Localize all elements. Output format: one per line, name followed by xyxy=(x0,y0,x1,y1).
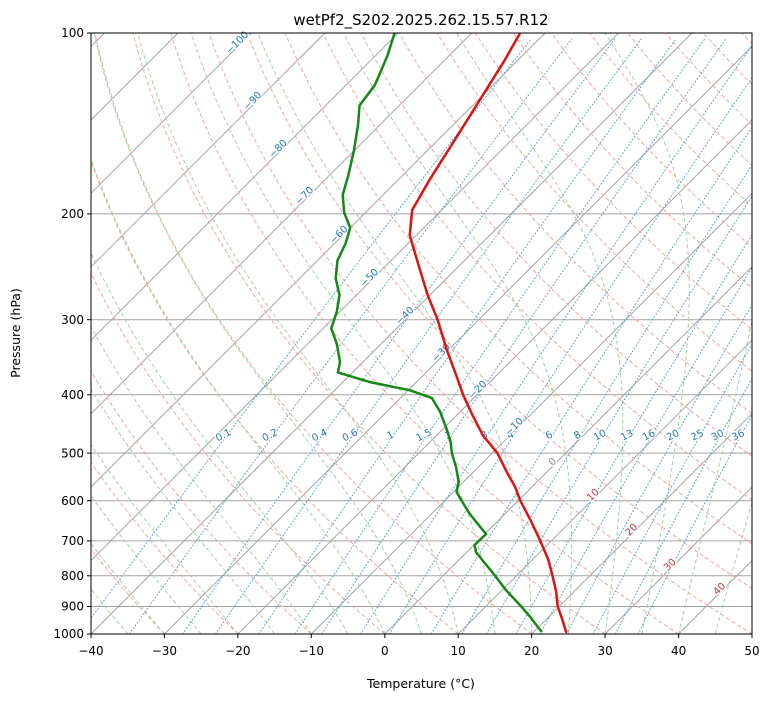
mixing-ratio-label: 8 xyxy=(572,429,583,442)
mixing-ratio-label: 0.1 xyxy=(214,427,233,444)
x-tick-label: 40 xyxy=(671,644,686,658)
y-tick-label: 1000 xyxy=(53,627,84,641)
isotherm-label: −80 xyxy=(267,138,290,161)
dewpoint-curve xyxy=(330,33,543,633)
y-tick-label: 400 xyxy=(61,388,84,402)
isotherm-label: −90 xyxy=(242,90,265,113)
pressure-gridlines-group xyxy=(91,33,752,634)
mixing-ratio-label: 0.4 xyxy=(310,427,329,444)
axes-layer: −40 −30 −20 −10 0 10 20 30 40 5010020030040050060… xyxy=(53,26,759,658)
y-tick-label: 800 xyxy=(61,569,84,583)
y-tick-label: 500 xyxy=(61,446,84,460)
mixing-ratio-label: 16 xyxy=(641,428,657,444)
line-labels-layer: 0.1 0.2 0.4 0.6 1 1.5 2 3 4 6 8 10 13 16 20 25 30 36−100−… xyxy=(213,28,748,599)
isotherm-label: −20 xyxy=(467,379,490,402)
mixing-ratio-label: 6 xyxy=(544,429,555,442)
isotherm-label: −40 xyxy=(394,305,417,328)
mixing-ratio-label: 20 xyxy=(665,428,681,444)
isotherm-label: 30 xyxy=(662,557,679,574)
isotherm-label: −70 xyxy=(294,185,317,208)
x-tick-label: −20 xyxy=(225,644,250,658)
x-tick-label: −40 xyxy=(78,644,103,658)
isotherm-label: 0 xyxy=(547,456,559,468)
x-axis-label: Temperature (°C) xyxy=(366,676,475,691)
temperature-curve xyxy=(408,33,568,634)
moist-adiabats-group xyxy=(91,33,752,634)
background-lines-layer xyxy=(91,33,752,634)
isotherm-lines-group xyxy=(91,33,752,634)
mixing-ratio-label: 10 xyxy=(592,428,608,444)
y-axis-ticks: 100 200 300 400 500 600 700 800 900 1000 xyxy=(53,26,91,641)
x-tick-label: 20 xyxy=(524,644,539,658)
chart-title: wetPf2_S202.2025.262.15.57.R12 xyxy=(293,11,548,30)
x-tick-label: −10 xyxy=(299,644,324,658)
y-tick-label: 900 xyxy=(61,600,84,614)
dry-adiabats-group xyxy=(91,33,752,634)
isotherm-label: −100 xyxy=(224,30,251,57)
x-axis-ticks: −40 −30 −20 −10 0 10 20 30 40 50 xyxy=(78,634,760,658)
y-tick-label: 600 xyxy=(61,494,84,508)
x-tick-label: 50 xyxy=(744,644,759,658)
y-tick-label: 300 xyxy=(61,313,84,327)
y-axis-label: Pressure (hPa) xyxy=(8,288,23,378)
isotherm-label: 20 xyxy=(624,522,641,539)
x-tick-label: 30 xyxy=(597,644,612,658)
mixing-ratio-label: 30 xyxy=(710,428,726,444)
sounding-profiles-layer xyxy=(330,33,568,634)
isotherm-label: −50 xyxy=(358,267,381,290)
mixing-ratio-label: 36 xyxy=(730,428,746,444)
x-tick-label: 10 xyxy=(451,644,466,658)
y-tick-label: 700 xyxy=(61,534,84,548)
x-tick-label: 0 xyxy=(381,644,389,658)
y-tick-label: 200 xyxy=(61,207,84,221)
isotherm-label: −10 xyxy=(503,416,526,439)
plot-border xyxy=(90,32,753,635)
y-tick-label: 100 xyxy=(61,26,84,40)
mixing-ratio-lines-group xyxy=(91,38,752,634)
x-tick-label: −30 xyxy=(152,644,177,658)
mixing-ratio-label: 1 xyxy=(385,429,396,442)
